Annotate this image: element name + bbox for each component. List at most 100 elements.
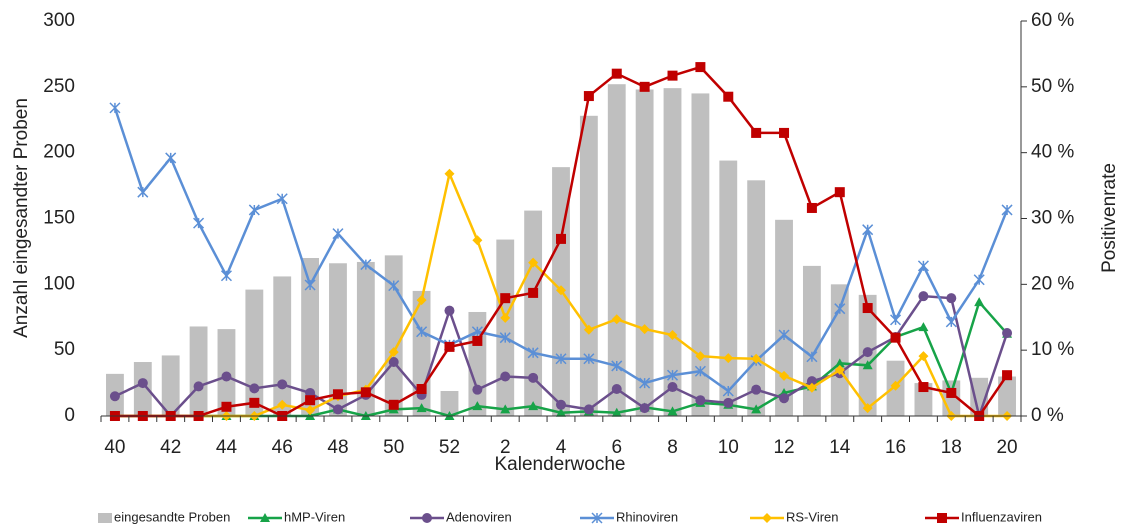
y-axis-title: Anzahl eingesandter Proben: [11, 98, 32, 338]
marker: [611, 407, 622, 417]
marker: [472, 235, 483, 246]
marker: [260, 513, 270, 522]
bar: [579, 115, 598, 417]
marker: [695, 351, 706, 362]
marker: [220, 270, 232, 282]
x-tick-label: 48: [327, 437, 348, 458]
marker: [723, 397, 734, 408]
marker: [639, 377, 651, 389]
x-tick-label: 20: [996, 437, 1017, 458]
y-tick-label: 250: [43, 76, 75, 97]
x-tick-label: 16: [885, 437, 906, 458]
marker: [528, 257, 539, 268]
marker: [639, 81, 650, 92]
legend-item: hMP-Viren: [248, 509, 345, 524]
marker: [221, 401, 232, 412]
marker: [779, 370, 790, 381]
marker: [695, 395, 706, 406]
marker: [193, 381, 204, 392]
marker: [862, 347, 873, 358]
x-tick-label: 4: [556, 437, 567, 458]
marker: [946, 387, 957, 398]
marker: [360, 259, 372, 271]
marker: [193, 217, 205, 229]
marker: [918, 322, 929, 332]
legend-item: Influenzaviren: [925, 509, 1042, 524]
marker: [360, 387, 371, 398]
marker: [779, 127, 790, 138]
y-tick-label: 300: [43, 10, 75, 31]
marker: [500, 404, 511, 414]
marker: [611, 384, 622, 395]
marker: [249, 383, 260, 394]
marker: [946, 293, 957, 304]
bar: [691, 93, 710, 417]
marker: [918, 382, 929, 393]
y2-tick-label: 60 %: [1031, 10, 1074, 31]
marker: [1002, 370, 1013, 381]
legend-item: RS-Viren: [750, 509, 839, 524]
legend-label: hMP-Viren: [284, 509, 345, 524]
x-tick-label: 52: [439, 437, 460, 458]
marker: [973, 274, 985, 286]
bar: [719, 160, 738, 416]
y2-axis-title: Positivenrate: [1099, 163, 1120, 273]
x-axis-title: Kalenderwoche: [495, 454, 626, 475]
marker: [862, 403, 873, 414]
y-tick-label: 0: [64, 405, 75, 426]
legend-item: Adenoviren: [410, 509, 512, 524]
bar: [329, 263, 347, 416]
marker: [277, 379, 288, 390]
marker: [945, 316, 957, 328]
marker: [583, 91, 594, 102]
x-tick-label: 8: [667, 437, 678, 458]
marker: [1001, 204, 1013, 216]
marker: [751, 384, 762, 395]
marker: [137, 378, 148, 389]
marker: [305, 405, 316, 416]
y-tick-label: 150: [43, 208, 75, 229]
marker: [305, 395, 316, 406]
bar: [245, 289, 264, 416]
marker: [583, 324, 594, 335]
marker: [667, 70, 678, 81]
y2-tick-label: 50 %: [1031, 76, 1074, 97]
marker: [500, 312, 511, 323]
x-tick-label: 42: [160, 437, 181, 458]
marker: [444, 341, 455, 352]
marker: [862, 224, 874, 236]
marker: [444, 168, 455, 179]
marker: [778, 329, 790, 341]
bar: [775, 219, 793, 416]
legend-label: Adenoviren: [446, 509, 512, 524]
bar: [998, 376, 1016, 416]
marker: [416, 384, 427, 395]
bar: [802, 265, 821, 416]
marker: [890, 314, 902, 326]
marker: [221, 371, 232, 382]
marker: [666, 369, 679, 381]
y-tick-label: 50: [54, 339, 75, 360]
marker: [806, 382, 817, 393]
y-tick-label: 200: [43, 142, 75, 163]
bar: [356, 261, 375, 416]
marker: [556, 407, 566, 417]
y2-tick-label: 0 %: [1031, 405, 1064, 426]
bar: [133, 362, 152, 416]
marker: [834, 303, 846, 315]
bar: [747, 180, 766, 416]
marker: [528, 401, 539, 411]
marker: [806, 202, 817, 213]
marker: [137, 186, 149, 198]
bar: [607, 84, 626, 416]
marker: [444, 305, 455, 316]
legend-item: Rhinoviren: [580, 509, 678, 524]
marker: [248, 204, 260, 216]
marker: [332, 389, 343, 400]
x-tick-label: 18: [941, 437, 962, 458]
marker: [890, 332, 901, 343]
marker: [528, 372, 539, 383]
bar: [161, 355, 180, 416]
